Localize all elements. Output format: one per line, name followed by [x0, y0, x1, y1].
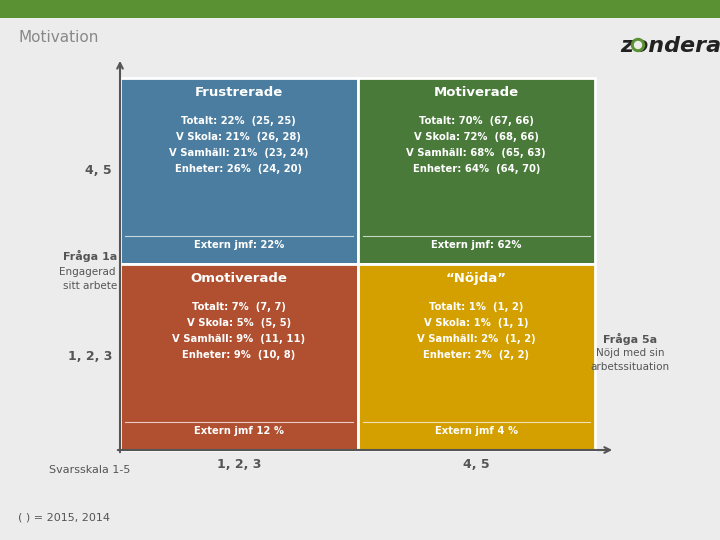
- Text: Omotiverade: Omotiverade: [190, 272, 287, 285]
- Bar: [0, 0, 720, 18]
- Text: Extern jmf 4 %: Extern jmf 4 %: [435, 426, 518, 436]
- Text: V Skola: 72%  (68, 66): V Skola: 72% (68, 66): [414, 132, 539, 142]
- Text: Nöjd med sin: Nöjd med sin: [595, 348, 665, 358]
- Text: V Skola: 21%  (26, 28): V Skola: 21% (26, 28): [176, 132, 301, 142]
- Text: Motiverade: Motiverade: [433, 86, 519, 99]
- Text: Fråga 5a: Fråga 5a: [603, 333, 657, 345]
- Text: 4, 5: 4, 5: [463, 458, 490, 471]
- Text: “Nöjda”: “Nöjda”: [446, 272, 507, 285]
- Text: Totalt: 70%  (67, 66): Totalt: 70% (67, 66): [419, 116, 534, 126]
- Text: Enheter: 64%  (64, 70): Enheter: 64% (64, 70): [413, 164, 540, 174]
- Text: Svarsskala 1-5: Svarsskala 1-5: [49, 465, 131, 475]
- Text: 1, 2, 3: 1, 2, 3: [68, 350, 112, 363]
- Text: 4, 5: 4, 5: [86, 165, 112, 178]
- Text: V Skola: 1%  (1, 1): V Skola: 1% (1, 1): [424, 318, 528, 328]
- Text: Fråga 1a: Fråga 1a: [63, 250, 117, 262]
- Text: Enheter: 9%  (10, 8): Enheter: 9% (10, 8): [182, 350, 295, 360]
- Text: arbetssituation: arbetssituation: [590, 362, 670, 372]
- Text: Enheter: 2%  (2, 2): Enheter: 2% (2, 2): [423, 350, 529, 360]
- Text: zondera: zondera: [620, 36, 720, 56]
- Text: sitt arbete: sitt arbete: [63, 281, 117, 291]
- Text: Totalt: 1%  (1, 2): Totalt: 1% (1, 2): [429, 302, 523, 312]
- Text: Engagerad i: Engagerad i: [58, 267, 122, 277]
- Text: Totalt: 7%  (7, 7): Totalt: 7% (7, 7): [192, 302, 286, 312]
- Bar: [358, 264, 595, 450]
- Text: V Samhäll: 2%  (1, 2): V Samhäll: 2% (1, 2): [417, 334, 536, 344]
- Circle shape: [634, 42, 642, 49]
- Text: V Samhäll: 21%  (23, 24): V Samhäll: 21% (23, 24): [169, 148, 308, 158]
- Text: Enheter: 26%  (24, 20): Enheter: 26% (24, 20): [175, 164, 302, 174]
- Text: Totalt: 22%  (25, 25): Totalt: 22% (25, 25): [181, 116, 296, 126]
- Text: Extern jmf: 62%: Extern jmf: 62%: [431, 240, 521, 250]
- Text: V Skola: 5%  (5, 5): V Skola: 5% (5, 5): [186, 318, 291, 328]
- Circle shape: [631, 38, 644, 51]
- Text: V Samhäll: 68%  (65, 63): V Samhäll: 68% (65, 63): [406, 148, 546, 158]
- Text: 1, 2, 3: 1, 2, 3: [217, 458, 261, 471]
- Bar: [120, 78, 358, 264]
- Text: Extern jmf 12 %: Extern jmf 12 %: [194, 426, 284, 436]
- Text: Extern jmf: 22%: Extern jmf: 22%: [194, 240, 284, 250]
- Bar: [358, 78, 595, 264]
- Text: Motivation: Motivation: [18, 30, 99, 45]
- Text: ( ) = 2015, 2014: ( ) = 2015, 2014: [18, 513, 110, 523]
- Text: V Samhäll: 9%  (11, 11): V Samhäll: 9% (11, 11): [172, 334, 305, 344]
- Bar: [120, 264, 358, 450]
- Text: Frustrerade: Frustrerade: [194, 86, 283, 99]
